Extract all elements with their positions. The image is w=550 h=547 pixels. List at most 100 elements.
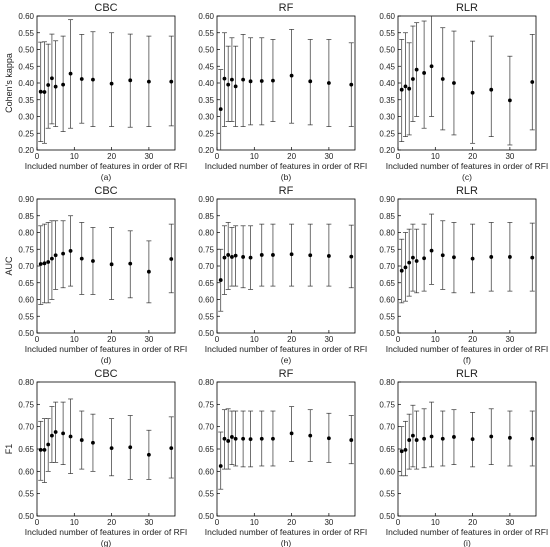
data-point [169, 79, 174, 84]
data-point [241, 255, 246, 259]
y-tick-label: 0.55 [18, 312, 34, 321]
y-tick-label: 0.40 [198, 79, 214, 88]
panel-9: RLR 0.50 0.55 0.60 0.65 0.70 0.75 0.80 0 10 20 30In… [379, 368, 548, 547]
y-tick-label: 0.70 [198, 423, 214, 432]
y-tick-label: 0.50 [18, 329, 34, 338]
data-point [429, 64, 434, 69]
x-tick-label: 20 [287, 152, 296, 161]
y-tick-label: 0.60 [18, 12, 34, 21]
data-point [407, 260, 412, 265]
y-tick-label: 0.75 [198, 245, 214, 254]
y-tick-label: 0.55 [198, 490, 214, 499]
y-tick-label: 0.80 [198, 378, 214, 387]
data-point [399, 449, 404, 454]
y-tick-label: 0.65 [18, 279, 34, 288]
x-tick-label: 10 [431, 518, 440, 527]
data-point [46, 83, 51, 87]
y-tick-label: 0.60 [198, 12, 214, 21]
plot-frame [397, 15, 537, 151]
data-point [42, 447, 47, 452]
y-tick-label: 0.60 [198, 467, 214, 476]
data-point [68, 249, 73, 253]
panel-sublabel: (g) [101, 538, 112, 547]
data-point [226, 253, 231, 257]
data-point [271, 78, 275, 83]
data-point [222, 255, 227, 260]
data-point [422, 256, 427, 261]
x-tick-label: 0 [396, 152, 401, 161]
x-tick-label: 30 [505, 335, 514, 344]
y-tick-label: 0.75 [379, 245, 395, 254]
panel-sublabel: (b) [281, 172, 292, 182]
y-tick-label: 0.65 [198, 445, 214, 454]
x-tick-label: 30 [144, 335, 153, 344]
panel-sublabel: (i) [463, 538, 471, 547]
data-point [38, 262, 43, 266]
y-tick-label: 0.30 [198, 113, 214, 122]
data-point [146, 452, 151, 457]
panel-4: CBC 0.50 0.55 0.60 0.65 0.70 0.75 0.80 0.85 0.90 0… [4, 185, 187, 365]
x-tick-label: 0 [396, 518, 401, 527]
data-point [169, 446, 174, 451]
data-point [326, 436, 331, 441]
panel-title: CBC [94, 185, 117, 197]
x-tick-label: 10 [70, 335, 79, 344]
data-point [452, 255, 456, 260]
data-point [470, 90, 475, 95]
x-tick-label: 10 [250, 152, 259, 161]
data-point [226, 82, 231, 87]
data-point [440, 436, 445, 441]
data-point [233, 84, 238, 89]
data-point [489, 255, 494, 259]
data-point [530, 80, 535, 84]
y-tick-label: 0.60 [379, 296, 395, 305]
plot-frame [36, 198, 176, 334]
y-tick-label: 0.60 [198, 296, 214, 305]
data-point [61, 431, 66, 436]
y-tick-label: 0.45 [198, 62, 214, 71]
y-tick-label: 0.60 [18, 296, 34, 305]
data-point [407, 438, 412, 442]
data-point [91, 259, 95, 263]
x-tick-label: 10 [250, 335, 259, 344]
y-tick-label: 0.80 [18, 378, 34, 387]
x-tick-label: 0 [35, 518, 40, 527]
data-point [109, 262, 114, 267]
data-point [470, 437, 475, 442]
y-tick-label: 0.70 [198, 262, 214, 271]
y-tick-label: 0.90 [18, 195, 34, 204]
y-tick-label: 0.55 [379, 29, 395, 38]
x-axis-label: Included number of features in order of … [25, 344, 188, 354]
data-point [308, 253, 313, 258]
data-point [61, 251, 66, 256]
data-point [68, 71, 73, 76]
plot-frame [216, 198, 356, 334]
x-tick-label: 30 [324, 518, 333, 527]
data-point [38, 89, 43, 94]
y-tick-label: 0.90 [198, 195, 214, 204]
data-point [507, 435, 512, 440]
data-point [259, 436, 264, 441]
panel-title: RLR [456, 185, 478, 197]
data-point [411, 433, 415, 438]
data-point [452, 435, 456, 439]
panel-7: CBC 0.50 0.55 0.60 0.65 0.70 0.75 0.80 0 10 20 30In… [4, 368, 187, 547]
plot-frame [216, 381, 356, 517]
y-axis-label: F1 [4, 444, 14, 455]
x-tick-label: 10 [250, 518, 259, 527]
data-point [241, 436, 246, 441]
x-tick-label: 20 [107, 518, 116, 527]
data-point [429, 248, 434, 253]
data-point [414, 259, 419, 263]
data-point [46, 260, 51, 264]
panel-sublabel: (f) [463, 355, 471, 365]
data-point [222, 76, 227, 81]
x-tick-label: 30 [505, 518, 514, 527]
data-point [230, 77, 234, 82]
data-point [289, 73, 294, 78]
x-tick-label: 10 [70, 518, 79, 527]
data-point [79, 256, 84, 261]
data-point [146, 269, 151, 274]
data-point [50, 433, 54, 438]
x-tick-label: 0 [35, 152, 40, 161]
